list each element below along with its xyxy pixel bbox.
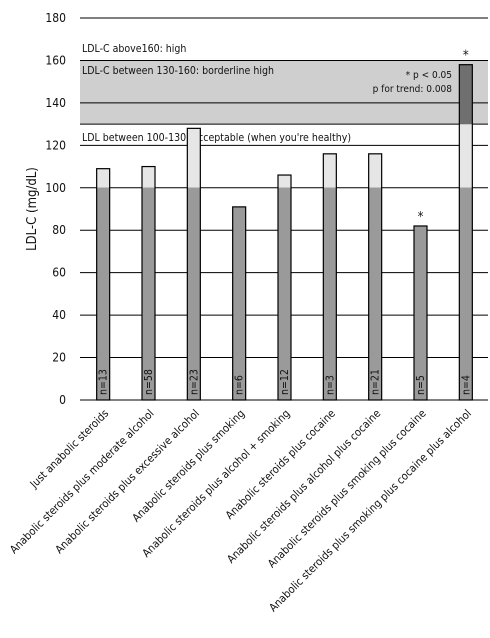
y-tick-label: 100 bbox=[45, 181, 66, 195]
bar-segment bbox=[459, 124, 473, 188]
bar-2 bbox=[186, 127, 201, 401]
bar-outline bbox=[413, 225, 428, 401]
bar-5 bbox=[322, 153, 337, 401]
bar-outline bbox=[232, 206, 247, 401]
y-tick-label: 40 bbox=[52, 308, 66, 322]
bar-segment bbox=[368, 153, 382, 188]
bar-0 bbox=[96, 168, 111, 401]
category-label: Anabolic steroids plus smoking plus coca… bbox=[265, 407, 428, 570]
bar-segment bbox=[96, 168, 110, 188]
significance-star: * bbox=[418, 210, 424, 225]
n-label: n=4 bbox=[460, 375, 472, 395]
zone-labels: LDL-C above160: high LDL-C between 130-16… bbox=[82, 43, 351, 144]
zone-label-2: LDL between 100-130: acceptable (when yo… bbox=[82, 132, 351, 144]
bar-4 bbox=[277, 174, 292, 401]
bar-outline bbox=[96, 168, 111, 401]
y-tick-label: 80 bbox=[52, 223, 66, 237]
n-label: n=13 bbox=[98, 369, 110, 395]
bar-7 bbox=[413, 225, 428, 401]
y-tick-label: 0 bbox=[59, 393, 66, 407]
y-tick-label: 60 bbox=[52, 266, 66, 280]
zone-band-0 bbox=[80, 18, 488, 61]
zone-label-1: LDL-C between 130-160: borderline high bbox=[82, 65, 274, 77]
bar-outline bbox=[322, 153, 337, 401]
significance-stars: ** bbox=[418, 49, 469, 225]
bar-outline bbox=[186, 127, 201, 401]
y-tick-label: 160 bbox=[45, 53, 66, 67]
bar-segment bbox=[459, 64, 473, 125]
sample-size-labels: n=13 n=58 n=23 n=6 n=12 n=3 n=21 n=5 n=4 bbox=[98, 369, 473, 395]
bar-segment bbox=[142, 187, 155, 400]
y-tick-label: 20 bbox=[52, 351, 66, 365]
n-label: n=6 bbox=[234, 375, 246, 395]
n-label: n=23 bbox=[188, 369, 200, 395]
y-tick-label: 180 bbox=[45, 11, 66, 25]
zone-label-0: LDL-C above160: high bbox=[82, 43, 186, 55]
significance-star: * bbox=[463, 49, 469, 64]
y-tick-label: 120 bbox=[45, 138, 66, 152]
bar-1 bbox=[141, 165, 156, 401]
bar-segment bbox=[187, 187, 201, 400]
y-axis-ticks: 0 20 40 60 80 100 120 140 160 180 bbox=[45, 11, 66, 407]
category-label: Just anabolic steroids bbox=[27, 407, 111, 491]
n-label: n=58 bbox=[143, 369, 155, 395]
bar-segment bbox=[459, 187, 473, 400]
n-label: n=21 bbox=[370, 369, 382, 395]
n-label: n=5 bbox=[415, 375, 427, 395]
bar-outline bbox=[277, 174, 292, 401]
category-labels: Just anabolic steroids Anabolic steroids … bbox=[7, 407, 474, 614]
bar-3 bbox=[232, 206, 247, 401]
y-tick-label: 140 bbox=[45, 96, 66, 110]
bar-segment bbox=[278, 175, 291, 188]
bar-outline bbox=[458, 64, 473, 401]
bar-segment bbox=[187, 128, 201, 188]
bar-segment bbox=[323, 153, 337, 188]
bar-8 bbox=[458, 64, 473, 401]
bar-outline bbox=[141, 165, 156, 401]
bar-segment bbox=[278, 187, 291, 400]
bar-segment bbox=[232, 206, 246, 400]
annotation-trend: p for trend: 0.008 bbox=[373, 84, 453, 95]
bars bbox=[96, 64, 473, 401]
bar-6 bbox=[368, 153, 383, 401]
zone-bands bbox=[80, 18, 488, 188]
bar-segment bbox=[414, 225, 427, 400]
zone-band-1 bbox=[80, 60, 488, 125]
y-axis-label: LDL-C (mg/dL) bbox=[25, 167, 40, 251]
bar-segment bbox=[142, 166, 155, 188]
n-label: n=3 bbox=[324, 375, 336, 395]
bar-outline bbox=[368, 153, 383, 401]
bar-segment bbox=[96, 187, 110, 400]
n-label: n=12 bbox=[279, 369, 291, 395]
bar-segment bbox=[323, 187, 337, 400]
significance-notes: * p < 0.05 p for trend: 0.008 bbox=[373, 70, 453, 95]
annotation-p-value: * p < 0.05 bbox=[406, 70, 452, 81]
bar-segment bbox=[368, 187, 382, 400]
